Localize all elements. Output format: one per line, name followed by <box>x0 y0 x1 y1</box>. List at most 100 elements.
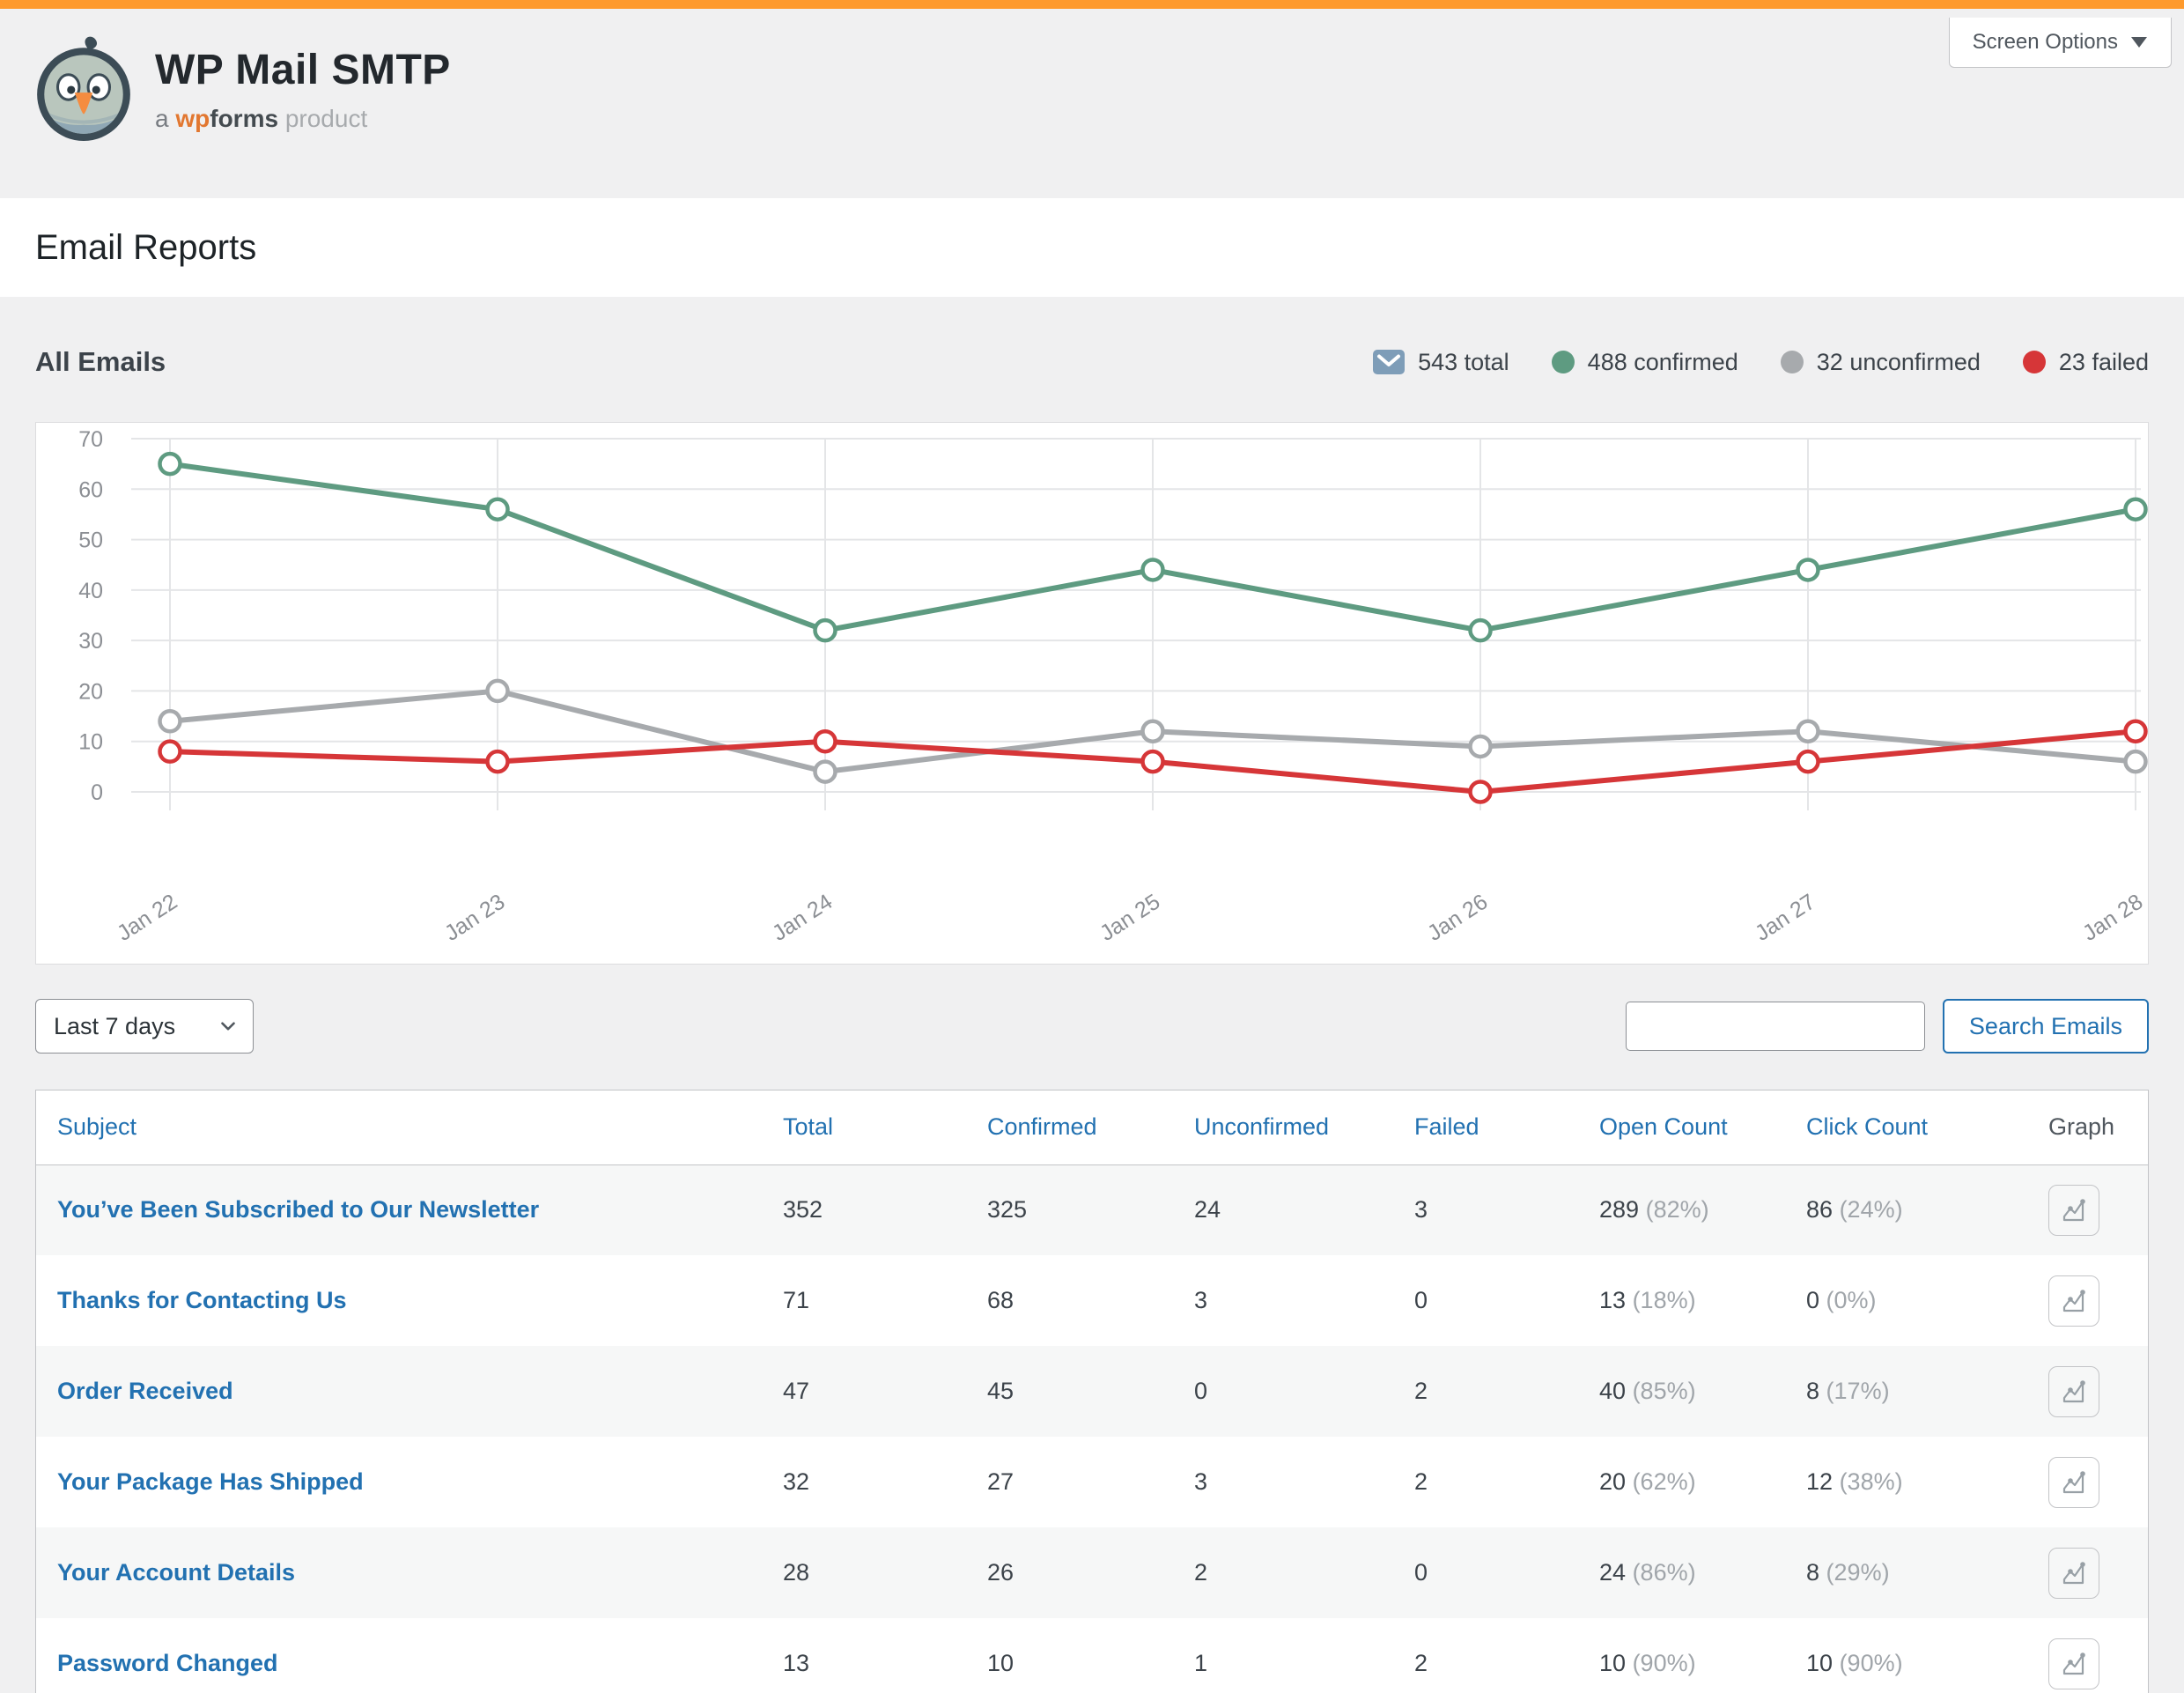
column-header-open[interactable]: Open Count <box>1578 1090 1785 1165</box>
open-count-cell: 20 (62%) <box>1599 1468 1696 1495</box>
svg-text:Jan 26: Jan 26 <box>1423 890 1492 946</box>
section-title: All Emails <box>35 346 166 377</box>
open-count-cell: 10 (90%) <box>1599 1650 1696 1676</box>
date-range-select[interactable]: Last 7 days <box>35 999 254 1054</box>
brand-tagline: a wpforms product <box>155 105 451 133</box>
line-graph-icon <box>2062 1470 2085 1493</box>
column-sort-link-confirmed[interactable]: Confirmed <box>987 1113 1097 1141</box>
svg-text:10: 10 <box>78 730 103 755</box>
app-title: WP Mail SMTP <box>155 46 451 93</box>
click-count-cell: 10 (90%) <box>1806 1650 1903 1676</box>
row-graph-button[interactable] <box>2048 1365 2099 1417</box>
click-count-cell: 8 (29%) <box>1806 1559 1890 1586</box>
failed-cell: 2 <box>1414 1378 1428 1404</box>
screen-options-button[interactable]: Screen Options <box>1948 18 2172 68</box>
column-sort-link-total[interactable]: Total <box>783 1113 834 1141</box>
unconfirmed-dot-icon <box>1780 351 1804 373</box>
email-table-body: You’ve Been Subscribed to Our Newsletter… <box>36 1164 2148 1693</box>
column-header-total[interactable]: Total <box>762 1090 966 1165</box>
svg-text:Jan 25: Jan 25 <box>1096 890 1164 946</box>
table-row: Thanks for Contacting Us 71 68 3 0 13 (18%) 0 … <box>36 1255 2148 1346</box>
table-row: You’ve Been Subscribed to Our Newsletter… <box>36 1164 2148 1255</box>
line-graph-icon <box>2062 1652 2085 1675</box>
svg-text:60: 60 <box>78 477 103 502</box>
email-subject-link[interactable]: Order Received <box>57 1378 233 1404</box>
email-table-header-row: Subject Total Confirmed Unconfirmed Failed Op… <box>36 1090 2148 1165</box>
row-graph-button[interactable] <box>2048 1184 2099 1236</box>
click-count-cell: 0 (0%) <box>1806 1287 1877 1313</box>
email-subject-link[interactable]: Thanks for Contacting Us <box>57 1287 347 1313</box>
svg-text:40: 40 <box>78 579 103 603</box>
confirmed-cell: 68 <box>987 1287 1015 1313</box>
open-count-cell: 40 (85%) <box>1599 1378 1696 1404</box>
table-row: Your Package Has Shipped 32 27 3 2 20 (62%) 12… <box>36 1437 2148 1527</box>
line-graph-icon <box>2062 1289 2085 1312</box>
legend-label: 32 unconfirmed <box>1816 348 1981 375</box>
column-sort-link-open[interactable]: Open Count <box>1599 1113 1728 1141</box>
tagline-prefix: a <box>155 104 169 132</box>
failed-cell: 2 <box>1414 1650 1428 1676</box>
tagline-wp: wp <box>175 104 210 132</box>
row-graph-button[interactable] <box>2048 1275 2099 1327</box>
content: All Emails 543 total 488 confirmed 32 un… <box>0 334 2184 1693</box>
failed-cell: 0 <box>1414 1287 1428 1313</box>
column-header-subject[interactable]: Subject <box>36 1090 762 1165</box>
email-reports-table: Subject Total Confirmed Unconfirmed Failed Op… <box>35 1090 2149 1693</box>
confirmed-cell: 26 <box>987 1559 1015 1586</box>
legend-item-unconfirmed: 32 unconfirmed <box>1780 348 1981 376</box>
table-row: Order Received 47 45 0 2 40 (85%) 8 (17%) <box>36 1346 2148 1437</box>
svg-text:Jan 28: Jan 28 <box>2078 890 2147 946</box>
line-graph-icon <box>2062 1198 2085 1221</box>
unconfirmed-cell: 24 <box>1194 1196 1221 1224</box>
click-count-cell: 12 (38%) <box>1806 1468 1903 1495</box>
row-graph-button[interactable] <box>2048 1456 2099 1508</box>
click-count-cell: 86 (24%) <box>1806 1196 1903 1224</box>
unconfirmed-cell: 1 <box>1194 1650 1208 1676</box>
legend-item-total: 543 total <box>1373 349 1509 376</box>
legend-label: 488 confirmed <box>1587 348 1738 375</box>
search-emails-button[interactable]: Search Emails <box>1942 999 2149 1054</box>
open-count-cell: 289 (82%) <box>1599 1196 1709 1224</box>
triangle-down-icon <box>2131 37 2147 48</box>
svg-text:50: 50 <box>78 529 103 553</box>
column-header-failed[interactable]: Failed <box>1393 1090 1578 1165</box>
column-header-click[interactable]: Click Count <box>1785 1090 2027 1165</box>
failed-cell: 3 <box>1414 1196 1428 1224</box>
total-cell: 352 <box>783 1196 823 1224</box>
legend: 543 total 488 confirmed 32 unconfirmed 2… <box>1373 349 2149 376</box>
envelope-icon <box>1373 350 1406 374</box>
controls-row: Last 7 days Search Emails <box>35 998 2149 1054</box>
column-header-confirmed[interactable]: Confirmed <box>966 1090 1173 1165</box>
column-sort-link-subject[interactable]: Subject <box>57 1113 137 1141</box>
column-sort-link-click[interactable]: Click Count <box>1806 1113 1929 1141</box>
search-group: Search Emails <box>1625 999 2149 1054</box>
brand-text: WP Mail SMTP a wpforms product <box>155 46 451 133</box>
total-cell: 28 <box>783 1559 810 1586</box>
brand: WP Mail SMTP a wpforms product <box>0 9 2184 143</box>
email-subject-link[interactable]: Your Account Details <box>57 1559 296 1586</box>
total-cell: 32 <box>783 1468 810 1495</box>
legend-label: 23 failed <box>2058 348 2149 375</box>
column-sort-link-unconfirmed[interactable]: Unconfirmed <box>1194 1113 1330 1141</box>
emails-line-chart: 0 10 20 30 40 50 60 70 Jan 22 Jan 23 Jan 24 Jan 25 J… <box>78 427 2148 946</box>
confirmed-cell: 10 <box>987 1650 1015 1676</box>
row-graph-button[interactable] <box>2048 1638 2099 1689</box>
search-input[interactable] <box>1625 1002 1925 1051</box>
email-subject-link[interactable]: Password Changed <box>57 1650 278 1676</box>
svg-text:Jan 27: Jan 27 <box>1751 890 1819 946</box>
top-accent-bar <box>0 0 2184 9</box>
unconfirmed-cell: 3 <box>1194 1287 1208 1313</box>
confirmed-cell: 325 <box>987 1196 1028 1224</box>
column-sort-link-failed[interactable]: Failed <box>1414 1113 1479 1141</box>
svg-text:30: 30 <box>78 629 103 654</box>
email-subject-link[interactable]: Your Package Has Shipped <box>57 1468 364 1495</box>
line-graph-icon <box>2062 1379 2085 1402</box>
unconfirmed-cell: 3 <box>1194 1468 1208 1495</box>
row-graph-button[interactable] <box>2048 1547 2099 1599</box>
column-header-unconfirmed[interactable]: Unconfirmed <box>1173 1090 1393 1165</box>
failed-cell: 0 <box>1414 1559 1428 1586</box>
email-subject-link[interactable]: You’ve Been Subscribed to Our Newsletter <box>57 1196 540 1224</box>
unconfirmed-cell: 0 <box>1194 1378 1208 1404</box>
date-range-select-wrap: Last 7 days <box>35 999 254 1054</box>
column-header-graph: Graph <box>2027 1090 2148 1165</box>
